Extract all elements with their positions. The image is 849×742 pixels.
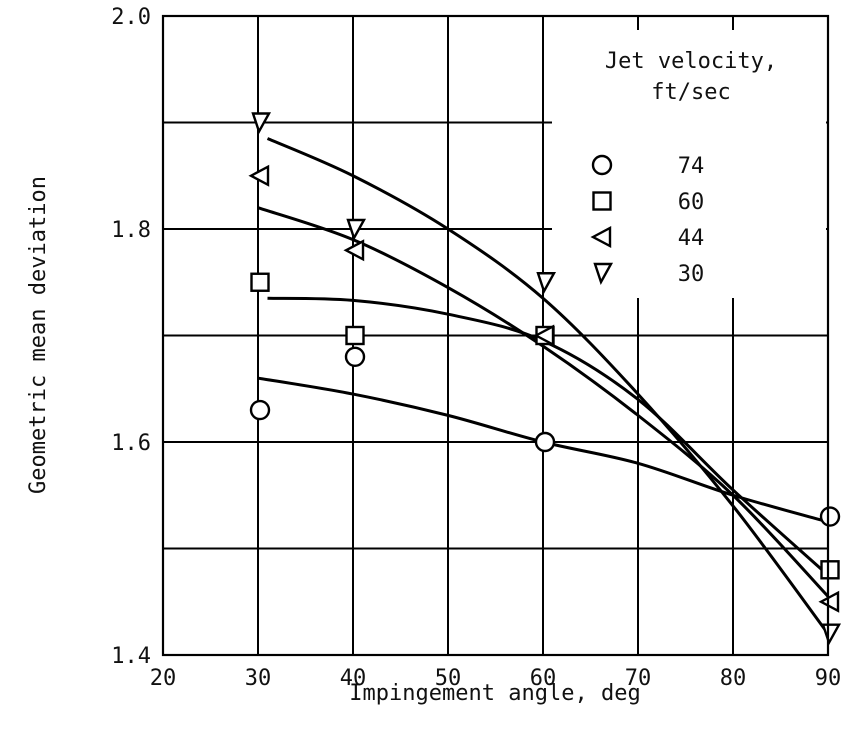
curve-44: [257, 206, 830, 598]
y-tick-label: 2.0: [111, 5, 151, 30]
y-tick-label: 1.4: [111, 644, 151, 669]
fitted-curves: [257, 137, 830, 635]
legend-title-line2: ft/sec: [651, 80, 730, 105]
legend-marker-30: [593, 262, 614, 285]
legend-label-44: 44: [678, 226, 705, 251]
marker-74: [249, 399, 271, 421]
legend-label-60: 60: [678, 190, 705, 215]
marker-74: [344, 346, 366, 367]
marker-44: [818, 590, 840, 613]
marker-74: [534, 431, 556, 453]
x-tick-label: 60: [530, 666, 557, 691]
marker-44: [533, 324, 555, 347]
marker-30: [821, 623, 842, 646]
y-tick-label: 1.6: [111, 431, 151, 456]
legend-marker-60: [592, 191, 612, 211]
legend-label-30: 30: [678, 262, 705, 287]
legend: Jet velocity, ft/sec 74 60 44 30: [590, 49, 777, 287]
marker-60: [820, 560, 840, 580]
marker-44: [248, 164, 270, 187]
marker-30: [251, 112, 272, 135]
x-tick-label: 20: [150, 666, 177, 691]
curve-60: [267, 296, 830, 577]
marker-30: [536, 272, 557, 295]
tick-labels: 20 30 40 50 60 70 80 90 1.4 1.6 1.8 2.0: [111, 5, 841, 691]
legend-title-line1: Jet velocity,: [605, 49, 777, 74]
legend-entries: 74 60 44 30: [590, 154, 705, 287]
x-tick-label: 90: [815, 666, 842, 691]
curve-30: [266, 137, 830, 635]
marker-74: [819, 506, 841, 527]
legend-marker-74: [591, 154, 613, 176]
x-tick-label: 50: [435, 666, 462, 691]
x-tick-label: 70: [625, 666, 652, 691]
data-markers: [248, 112, 842, 646]
marker-60: [345, 325, 365, 346]
marker-60: [250, 272, 270, 292]
x-tick-label: 80: [720, 666, 747, 691]
x-axis-title: Impingement angle, deg: [349, 681, 640, 706]
plot-frame: [161, 14, 830, 657]
marker-30: [346, 218, 367, 241]
y-axis-title: Geometric mean deviation: [26, 176, 51, 494]
x-tick-label: 30: [245, 666, 272, 691]
y-tick-label: 1.8: [111, 218, 151, 243]
marker-44: [343, 239, 365, 262]
legend-marker-44: [590, 226, 612, 248]
x-tick-label: 40: [340, 666, 367, 691]
legend-label-74: 74: [678, 154, 705, 179]
